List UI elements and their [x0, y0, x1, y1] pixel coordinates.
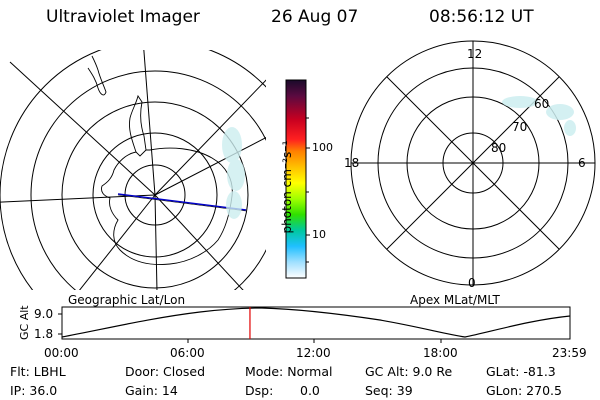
- aurora-emission: [222, 127, 245, 219]
- timeline-y-tick-high: 9.0: [34, 307, 54, 321]
- geo-meridian: [79, 194, 156, 290]
- mlt-label-0: 0: [468, 276, 476, 290]
- colorbar-tick-10: 10: [312, 228, 326, 241]
- timeline-x-tick: 06:00: [170, 346, 205, 360]
- status-filter: Flt: LBHL: [10, 364, 66, 379]
- timeline-x-tick: 12:00: [296, 346, 331, 360]
- status-dsp-value: 0.0: [300, 383, 320, 398]
- status-ip: IP: 36.0: [10, 383, 58, 398]
- image-time: 08:56:12 UT: [429, 7, 534, 27]
- mlat-label-80: 80: [491, 141, 507, 155]
- antarctic-peninsula: [129, 94, 147, 153]
- timeline-x-tick: 18:00: [423, 346, 458, 360]
- status-seq: Seq: 39: [365, 383, 413, 398]
- geo-lat-circle: [61, 101, 249, 289]
- image-date: 26 Aug 07: [271, 7, 359, 27]
- geo-meridian: [154, 194, 244, 290]
- status-glon: GLon: 270.5: [486, 383, 562, 398]
- timeline-y-tick-low: 1.8: [34, 327, 54, 341]
- satellite-track: [117, 193, 247, 211]
- altitude-curve: [61, 307, 571, 338]
- geo-lat-circle: [30, 70, 266, 290]
- timeline-frame: [61, 306, 571, 340]
- south-america-coast: [87, 55, 107, 96]
- geo-meridian: [154, 194, 158, 290]
- status-glat: GLat: -81.3: [486, 364, 556, 379]
- mlt-label-6: 6: [578, 156, 586, 170]
- geo-meridian: [143, 50, 156, 196]
- status-mode: Mode: Normal: [245, 364, 333, 379]
- geo-meridian: [0, 194, 156, 203]
- mlat-label-70: 70: [512, 120, 528, 134]
- geographic-map-label: Geographic Lat/Lon: [68, 293, 186, 307]
- status-dsp-label: Dsp:: [245, 383, 274, 398]
- satellite-track-shadow: [117, 194, 247, 212]
- geo-lat-circle: [92, 132, 218, 258]
- geo-meridian: [9, 61, 156, 196]
- aurora-emission-apex: [502, 96, 576, 136]
- timeline-x-tick: 23:59: [552, 346, 587, 360]
- mlt-label-12: 12: [467, 47, 483, 61]
- colorbar-gradient: [285, 79, 307, 279]
- status-door: Door: Closed: [125, 364, 206, 379]
- apex-map-label: Apex MLat/MLT: [410, 293, 500, 307]
- status-gain: Gain: 14: [125, 383, 178, 398]
- instrument-title: Ultraviolet Imager: [46, 7, 200, 27]
- mlat-label-60: 60: [534, 97, 550, 111]
- geo-meridian: [154, 79, 266, 196]
- timeline-y-axis-label: GC Alt: [18, 305, 31, 340]
- timeline-x-tick: 00:00: [44, 346, 79, 360]
- mlt-label-18: 18: [344, 156, 360, 170]
- colorbar-tick-100: 100: [312, 141, 333, 154]
- status-gc-alt: GC Alt: 9.0 Re: [365, 364, 453, 379]
